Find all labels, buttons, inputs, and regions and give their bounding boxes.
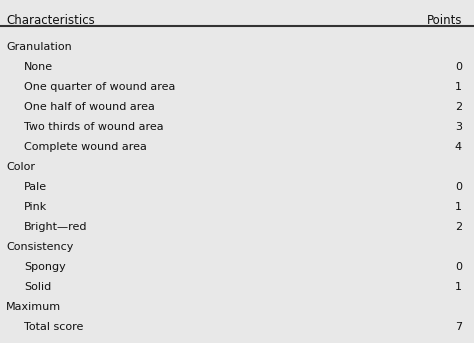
Text: Maximum: Maximum (6, 302, 61, 312)
Text: 4: 4 (455, 142, 462, 152)
Text: Total score: Total score (24, 322, 83, 332)
Text: 7: 7 (455, 322, 462, 332)
Text: Characteristics: Characteristics (6, 14, 95, 27)
Text: Spongy: Spongy (24, 262, 66, 272)
Text: Consistency: Consistency (6, 242, 73, 252)
Text: Bright—red: Bright—red (24, 222, 88, 232)
Text: Color: Color (6, 162, 35, 172)
Text: 1: 1 (455, 82, 462, 92)
Text: One quarter of wound area: One quarter of wound area (24, 82, 175, 92)
Text: Points: Points (427, 14, 462, 27)
Text: 1: 1 (455, 282, 462, 292)
Text: 0: 0 (455, 182, 462, 192)
Text: 1: 1 (455, 202, 462, 212)
Text: Two thirds of wound area: Two thirds of wound area (24, 122, 164, 132)
Text: Pink: Pink (24, 202, 47, 212)
Text: Solid: Solid (24, 282, 51, 292)
Text: Pale: Pale (24, 182, 47, 192)
Text: One half of wound area: One half of wound area (24, 102, 155, 112)
Text: Granulation: Granulation (6, 42, 72, 52)
Text: 3: 3 (455, 122, 462, 132)
Text: 2: 2 (455, 222, 462, 232)
Text: 0: 0 (455, 262, 462, 272)
Text: 0: 0 (455, 62, 462, 72)
Text: Complete wound area: Complete wound area (24, 142, 147, 152)
Text: None: None (24, 62, 53, 72)
Text: 2: 2 (455, 102, 462, 112)
